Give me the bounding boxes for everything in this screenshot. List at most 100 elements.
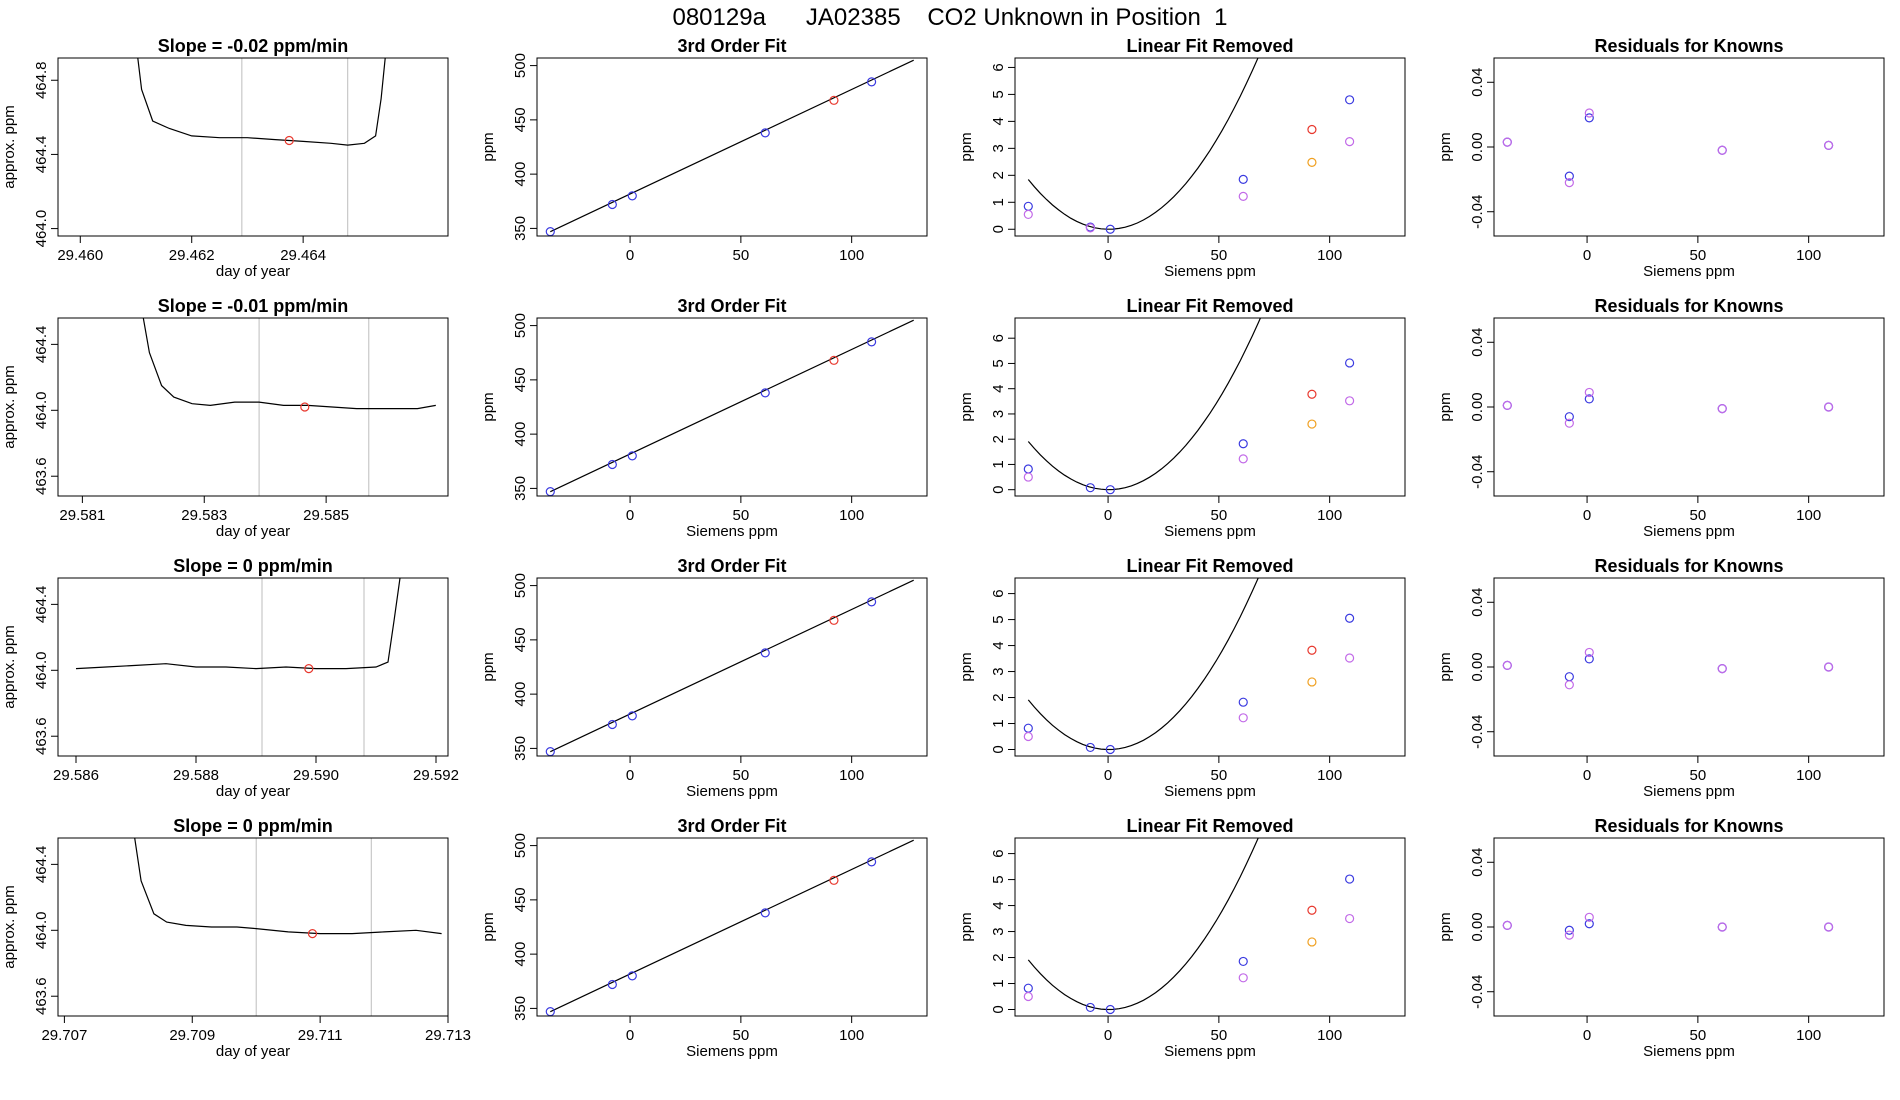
data-point (1238, 174, 1248, 184)
panel-10: 0 50 100 350 400 450 500 3rd Order Fit Siemens p… (480, 556, 928, 800)
panel-16: 0 50 100 -0.04 0.00 0.04 Residuals for Knowns S… (1437, 816, 1885, 1060)
x-tick-label: 50 (1690, 1027, 1707, 1044)
data-point (607, 719, 617, 730)
panel-13: 29.707 29.709 29.711 29.713 463.6 464.0 464.4 S… (1, 816, 471, 1060)
y-tick-label: 2 (990, 693, 1007, 701)
plot-frame (57, 837, 449, 1017)
data-point (1307, 905, 1317, 915)
panel-title: Slope = -0.01 ppm/min (158, 296, 349, 316)
data-point (1307, 677, 1317, 687)
x-tick-label: 50 (733, 767, 750, 784)
y-tick-label: -0.04 (1469, 715, 1486, 749)
x-tick-label: 100 (839, 247, 864, 264)
x-tick-label: 0 (1583, 767, 1591, 784)
panel-title: Linear Fit Removed (1126, 36, 1293, 56)
x-axis-label: Siemens ppm (1643, 783, 1735, 800)
data-point (1717, 404, 1727, 414)
data-point (867, 857, 877, 867)
x-tick-label: 0 (1583, 247, 1591, 264)
panel-8: 0 50 100 -0.04 0.00 0.04 Residuals for Knowns S… (1437, 296, 1885, 540)
y-tick-label: 0.00 (1469, 392, 1486, 421)
data-point (829, 95, 839, 105)
y-tick-label: 500 (512, 53, 529, 78)
panel-title: Linear Fit Removed (1126, 816, 1293, 836)
data-point (1238, 713, 1248, 723)
plot-frame (536, 577, 928, 757)
data-point (1105, 1004, 1115, 1015)
data-point (1023, 983, 1033, 993)
x-axis-label: day of year (216, 523, 290, 540)
panel-2: 0 50 100 350 400 450 500 3rd Order Fit ppm (480, 36, 928, 264)
x-tick-label: 29.586 (53, 767, 99, 784)
panel-9: 29.586 29.588 29.590 29.592 463.6 464.0 464.4 S… (1, 556, 459, 800)
data-point (1564, 178, 1574, 188)
data-point (1345, 913, 1355, 924)
y-tick-label: 464.0 (33, 912, 50, 950)
y-tick-label: 3 (990, 410, 1007, 418)
x-axis-label: Siemens ppm (1643, 1043, 1735, 1060)
y-axis-label: ppm (480, 652, 497, 681)
x-tick-label: 100 (839, 507, 864, 524)
y-tick-label: 3 (990, 927, 1007, 935)
data-point (1564, 412, 1574, 422)
panel-title: Slope = 0 ppm/min (173, 816, 333, 836)
y-tick-label: 3 (990, 144, 1007, 152)
y-tick-label: 464.4 (33, 136, 50, 174)
x-tick-label: 29.462 (169, 247, 215, 264)
data-point (1307, 419, 1317, 429)
x-axis-label: Siemens ppm (686, 783, 778, 800)
data-point (1502, 920, 1512, 930)
panel-title: Residuals for Knowns (1594, 36, 1783, 56)
x-tick-label: 0 (1104, 1027, 1112, 1044)
x-tick-label: 100 (1796, 767, 1821, 784)
y-tick-label: 400 (512, 162, 529, 187)
y-tick-label: 2 (990, 953, 1007, 961)
y-tick-label: 5 (990, 90, 1007, 98)
data-point (1564, 680, 1574, 690)
x-tick-label: 50 (1211, 1027, 1228, 1044)
data-point (1307, 124, 1317, 135)
data-point (607, 979, 617, 990)
figure-title: 080129a JA02385 CO2 Unknown in Position … (672, 4, 1228, 31)
plot-frame (1493, 577, 1885, 757)
y-axis-label: ppm (1437, 132, 1454, 161)
x-tick-label: 50 (733, 507, 750, 524)
y-tick-label: 2 (990, 171, 1007, 179)
y-axis-label: ppm (480, 392, 497, 421)
data-point (1564, 672, 1574, 682)
plot-frame (536, 837, 928, 1017)
y-tick-label: 0 (990, 745, 1007, 753)
x-tick-label: 0 (1583, 1027, 1591, 1044)
y-tick-label: 463.6 (33, 457, 50, 495)
data-point (1345, 653, 1355, 663)
y-tick-label: 0 (990, 486, 1007, 494)
x-tick-label: 100 (839, 1027, 864, 1044)
y-axis-label: ppm (1437, 652, 1454, 681)
data-point (607, 459, 617, 470)
series-line (75, 578, 401, 670)
x-tick-label: 100 (1796, 1027, 1821, 1044)
data-point (760, 388, 770, 398)
data-point (867, 597, 877, 607)
y-axis-label: approx. ppm (1, 105, 18, 188)
y-axis-label: ppm (480, 912, 497, 941)
x-tick-label: 29.464 (280, 247, 326, 264)
y-tick-label: 4 (990, 117, 1007, 125)
fit-curve (1027, 838, 1259, 1011)
y-tick-label: 463.6 (33, 717, 50, 755)
data-point (1584, 647, 1594, 658)
x-tick-label: 50 (1690, 507, 1707, 524)
fit-line (550, 839, 914, 1013)
y-axis-label: ppm (958, 132, 975, 161)
panel-6: 0 50 100 350 400 450 500 3rd Order Fit Siemens p… (480, 296, 928, 540)
y-axis-label: approx. ppm (1, 885, 18, 968)
plot-frame (1493, 317, 1885, 497)
x-tick-label: 100 (1317, 1027, 1342, 1044)
fit-line (550, 319, 914, 493)
x-axis-label: Siemens ppm (1164, 1043, 1256, 1060)
y-tick-label: 450 (512, 627, 529, 652)
data-point (1023, 723, 1033, 733)
data-point (1345, 137, 1355, 147)
x-axis-label: Siemens ppm (1164, 523, 1256, 540)
